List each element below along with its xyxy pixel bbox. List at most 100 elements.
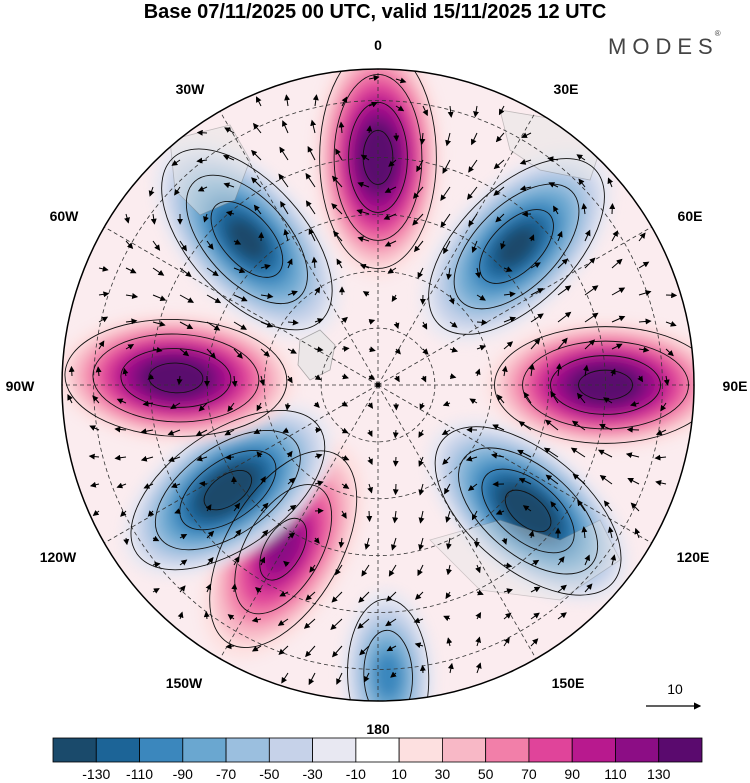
wind-arrow (475, 267, 481, 279)
wind-arrow (496, 394, 505, 404)
contour-line (550, 355, 661, 415)
wind-arrow (314, 286, 321, 296)
lon-label-90w: 90W (6, 378, 36, 394)
wind-arrow (493, 186, 505, 196)
coastlines (169, 109, 621, 601)
wind-arrow (227, 402, 235, 412)
wind-arrow (383, 213, 397, 220)
wind-arrow (177, 611, 184, 620)
wind-arrow (445, 591, 452, 600)
meridian-line (377, 226, 652, 386)
wind-arrow (260, 502, 269, 512)
wind-arrow (305, 591, 316, 601)
wind-arrow (231, 375, 238, 388)
wind-arrow (419, 132, 426, 145)
wind-arrow (222, 154, 235, 161)
wind-arrow (287, 532, 296, 539)
wind-arrow (468, 159, 478, 173)
wind-arrow (251, 177, 262, 188)
anomaly-lobe-1 (420, 150, 613, 343)
reference-vector: 10 (646, 681, 702, 710)
wind-arrow (557, 584, 567, 593)
wind-arrow (98, 340, 105, 350)
wind-arrow (530, 638, 539, 647)
wind-arrow (362, 291, 370, 297)
wind-arrow (359, 263, 370, 270)
wind-arrow (233, 348, 243, 359)
wind-arrow (336, 258, 343, 269)
wind-arrow (179, 321, 194, 329)
wind-arrow (341, 96, 348, 107)
wind-arrow (225, 643, 235, 650)
wind-arrow (447, 105, 454, 118)
wind-arrow (260, 529, 269, 539)
wind-arrow (357, 236, 370, 243)
wind-arrow (422, 105, 428, 117)
wind-arrow (341, 427, 349, 434)
wind-arrow (98, 316, 109, 323)
colorbar-swatch (95, 737, 140, 763)
contour-line (428, 158, 605, 335)
wind-arrow (361, 564, 370, 577)
wind-arrow (611, 343, 623, 350)
wind-arrow (638, 261, 650, 269)
wind-arrow (92, 509, 100, 517)
wind-arrow (179, 559, 188, 566)
wind-arrow (449, 346, 459, 353)
wind-arrow (338, 537, 345, 549)
wind-arrow (503, 291, 516, 298)
wind-arrow (358, 591, 370, 603)
contour-line (333, 74, 423, 241)
wind-arrow (286, 450, 293, 458)
wind-arrow (140, 428, 154, 435)
wind-arrow (140, 455, 154, 462)
wind-arrow (443, 240, 451, 255)
wind-arrow (287, 348, 297, 354)
colorbar-tick-label: 70 (521, 766, 537, 782)
wind-arrow (331, 203, 343, 215)
wind-arrow (125, 240, 134, 250)
meridian-line (377, 111, 537, 386)
wind-arrow (260, 475, 266, 485)
map-border (61, 68, 695, 702)
contour-line (479, 209, 554, 284)
wind-arrow (545, 474, 559, 485)
wind-arrow (259, 375, 265, 386)
wind-arrow (171, 159, 181, 166)
wind-arrow (665, 348, 674, 357)
wind-arrow (341, 345, 350, 352)
wind-arrow (392, 429, 399, 439)
wind-arrow (607, 177, 614, 188)
wind-arrow (367, 483, 374, 494)
wind-arrow (394, 348, 401, 355)
wind-arrow (445, 510, 451, 523)
wind-arrow (584, 285, 599, 296)
brand-text: MODES (608, 34, 719, 59)
lon-label-90e: 90E (723, 378, 748, 394)
wind-arrow (331, 591, 343, 603)
contour-line (494, 326, 694, 444)
wind-arrow (473, 105, 480, 118)
wind-arrow (490, 452, 505, 459)
wind-arrow (282, 120, 289, 134)
wind-arrow (206, 294, 222, 304)
wind-arrow (199, 480, 208, 487)
wind-arrow (233, 529, 242, 539)
wind-arrow (224, 127, 235, 134)
wind-arrow (308, 228, 316, 242)
wind-arrow (287, 319, 299, 326)
wind-arrow (445, 537, 452, 550)
wind-arrow (233, 502, 241, 512)
wind-arrow (152, 535, 160, 542)
wind-arrow (123, 537, 130, 546)
wind-arrow (638, 346, 650, 353)
wind-arrow (336, 672, 343, 685)
wind-arrow (522, 505, 532, 512)
wind-arrow (501, 365, 508, 377)
colorbar-tick-label: 90 (564, 766, 580, 782)
wind-arrow (152, 267, 165, 276)
wind-arrow (603, 397, 613, 404)
wind-arrow (256, 451, 263, 458)
wind-arrow (634, 527, 641, 539)
lon-label-60w: 60W (50, 208, 80, 224)
